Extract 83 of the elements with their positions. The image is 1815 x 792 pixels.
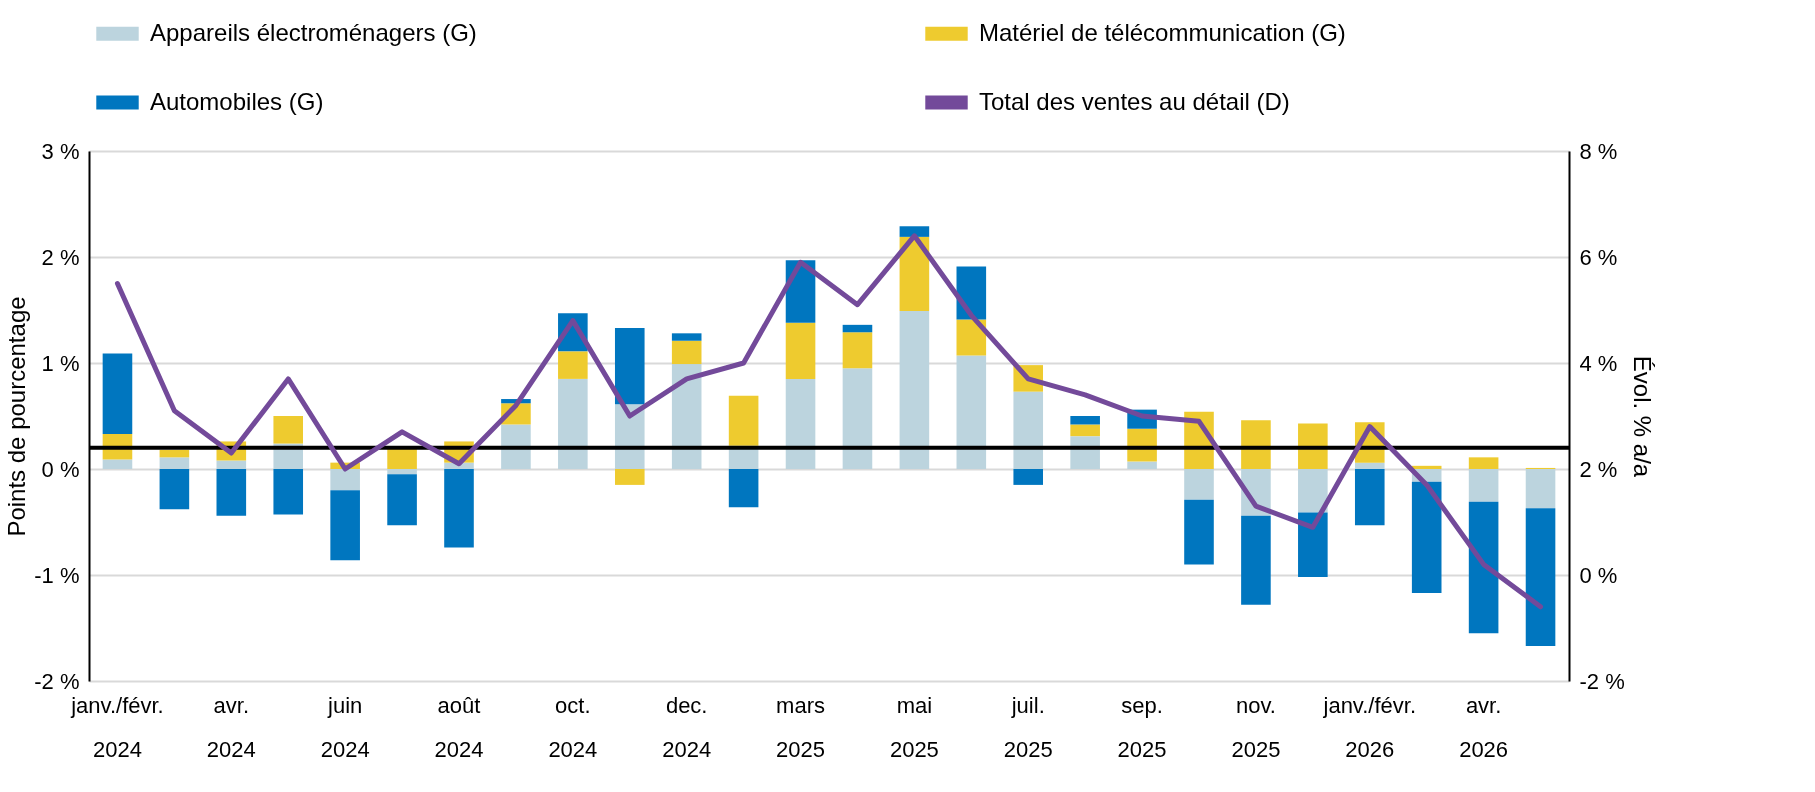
bar xyxy=(1298,512,1328,578)
bar xyxy=(387,469,417,475)
bar xyxy=(159,457,190,469)
bar xyxy=(1070,416,1100,425)
bar xyxy=(842,368,873,469)
bar xyxy=(444,469,474,548)
bar xyxy=(1354,469,1385,526)
bar xyxy=(102,353,133,435)
bar xyxy=(558,378,588,469)
bar xyxy=(842,324,873,333)
bar xyxy=(1013,469,1044,485)
bar xyxy=(558,351,588,379)
y2-tick-label: 2 % xyxy=(1579,456,1618,482)
legend-label: Total des ventes au détail (D) xyxy=(979,87,1290,115)
bar xyxy=(273,469,304,515)
bar xyxy=(1468,469,1499,502)
bar xyxy=(1127,461,1157,469)
bar xyxy=(614,328,645,405)
bar xyxy=(330,490,360,561)
y-tick-label: 0 % xyxy=(41,456,80,482)
x-tick-label: dec. 2024 xyxy=(662,692,712,762)
bar xyxy=(159,449,190,458)
y2-axis-title: Évol. % a/a xyxy=(1628,355,1656,478)
bar xyxy=(1525,469,1556,509)
bar xyxy=(1468,457,1499,469)
y-tick-label: -1 % xyxy=(34,562,80,588)
bar xyxy=(1184,499,1214,565)
y-tick-label: 2 % xyxy=(41,244,80,270)
y-tick-label: -2 % xyxy=(34,668,80,694)
x-tick-label: avr. 2024 xyxy=(206,692,256,762)
bar xyxy=(956,355,987,469)
x-tick-label: janv./févr. 2026 xyxy=(1322,692,1417,762)
y2-tick-label: 6 % xyxy=(1579,244,1618,270)
bar xyxy=(1241,515,1271,605)
y2-tick-label: -2 % xyxy=(1579,668,1625,694)
x-tick-label: juin 2024 xyxy=(320,692,370,762)
x-tick-label: mars 2025 xyxy=(776,692,826,762)
bar xyxy=(728,469,759,508)
legend-label: Automobiles (G) xyxy=(150,87,324,115)
bar xyxy=(899,311,930,469)
bar xyxy=(159,469,190,510)
bar xyxy=(216,460,247,469)
bar xyxy=(728,395,759,446)
x-tick-label: sep. 2025 xyxy=(1117,692,1167,762)
bar xyxy=(1013,391,1044,469)
x-tick-label: nov. 2025 xyxy=(1231,692,1281,762)
bar xyxy=(899,226,930,237)
bar xyxy=(842,332,873,369)
bar xyxy=(1298,469,1328,513)
bar xyxy=(1241,420,1271,469)
bar xyxy=(216,469,247,516)
legend-label: Matériel de télécommunication (G) xyxy=(979,18,1346,46)
bar xyxy=(1411,481,1442,594)
bar xyxy=(785,322,816,379)
x-tick-label: août 2024 xyxy=(434,692,484,762)
bar xyxy=(671,333,702,341)
x-tick-label: mai 2025 xyxy=(889,692,939,762)
bar xyxy=(102,459,133,469)
bar xyxy=(614,469,645,485)
bar xyxy=(785,378,816,469)
bar xyxy=(1468,501,1499,634)
y2-tick-label: 0 % xyxy=(1579,562,1618,588)
bar xyxy=(1298,423,1328,469)
legend-label: Appareils électroménagers (G) xyxy=(150,18,477,46)
bar xyxy=(330,469,360,491)
x-tick-label: janv./févr. 2024 xyxy=(70,692,164,762)
bar xyxy=(671,340,702,365)
bar xyxy=(273,416,304,444)
y2-tick-label: 4 % xyxy=(1579,350,1618,376)
bar xyxy=(387,474,417,526)
x-tick-label: oct. 2024 xyxy=(548,692,598,762)
bar xyxy=(1070,424,1100,437)
y-tick-label: 3 % xyxy=(41,138,80,164)
x-tick-label: avr. 2026 xyxy=(1459,692,1509,762)
y-tick-label: 1 % xyxy=(41,350,80,376)
bar xyxy=(1354,462,1385,469)
x-tick-label: juil. 2025 xyxy=(1003,692,1053,762)
y2-tick-label: 8 % xyxy=(1579,138,1618,164)
bar xyxy=(1525,508,1556,647)
bar xyxy=(387,447,417,469)
bar xyxy=(1184,469,1214,500)
bar xyxy=(956,319,987,356)
y-axis-title: Points de pourcentage xyxy=(3,296,31,537)
